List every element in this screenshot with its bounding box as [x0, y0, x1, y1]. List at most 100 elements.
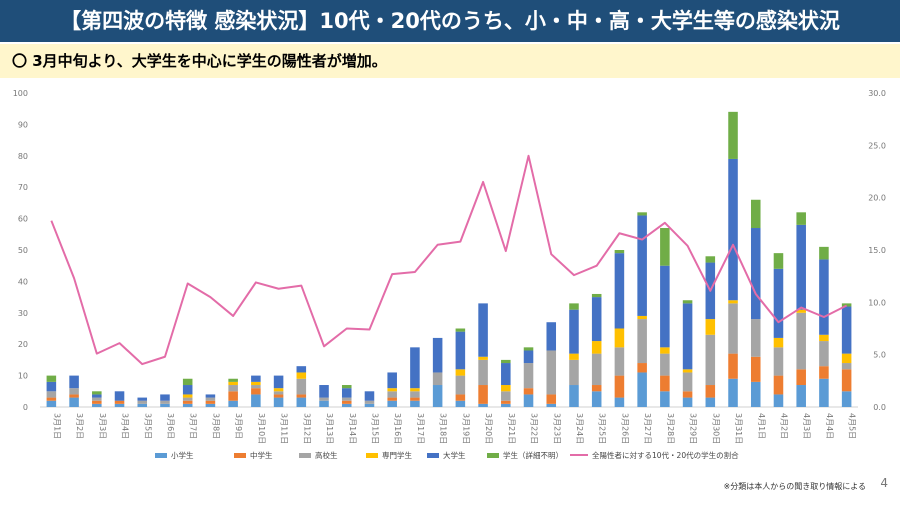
bar-segment: [591, 341, 602, 354]
bar-segment: [364, 391, 375, 401]
legend-swatch: [366, 453, 378, 458]
bar-segment: [705, 256, 716, 263]
x-tick-label: 3月7日: [189, 413, 198, 439]
bar-segment: [501, 400, 511, 404]
bar-segment: [114, 400, 125, 404]
x-tick-label: 3月31日: [734, 413, 743, 444]
y-left-tick-label: 30: [18, 309, 28, 318]
bar-segment: [296, 372, 307, 379]
bar-segment: [819, 378, 829, 407]
bar-segment: [228, 400, 238, 407]
bar-segment: [569, 359, 579, 386]
x-tick-label: 3月16日: [393, 413, 402, 444]
x-tick-label: 3月2日: [75, 413, 84, 439]
bar-segment: [819, 246, 829, 260]
bar-segment: [273, 388, 284, 392]
bar-segment: [773, 375, 784, 395]
y-right-tick-label: 25.0: [868, 141, 886, 150]
bar-segment: [614, 253, 625, 329]
bar-segment: [160, 394, 170, 401]
y-left-tick-label: 20: [18, 340, 28, 349]
bar-segment: [205, 400, 216, 404]
legend-label: 全陽性者に対する10代・20代の学生の割合: [592, 450, 739, 460]
bar-segment: [660, 265, 670, 348]
legend-swatch: [299, 453, 311, 458]
bar-segment: [364, 400, 375, 404]
x-tick-label: 3月1日: [52, 413, 61, 439]
bar-segment: [819, 334, 829, 342]
bar-segment: [455, 369, 466, 376]
y-left-tick-label: 90: [18, 120, 28, 129]
ratio-line: [50, 154, 848, 366]
bar-segment: [69, 394, 79, 398]
bar-segment: [796, 312, 806, 370]
x-tick-label: 3月23日: [552, 413, 561, 444]
bar-segment: [637, 319, 647, 364]
bar-segment: [387, 400, 397, 407]
bar-segment: [501, 363, 511, 386]
bar-segment: [705, 334, 716, 386]
bar-segment: [205, 397, 216, 401]
bar-segment: [182, 400, 193, 404]
legend-label: 小学生: [171, 450, 194, 460]
y-left-tick-label: 0: [23, 403, 28, 412]
bar-segment: [319, 397, 329, 401]
x-tick-label: 3月9日: [234, 413, 243, 439]
x-tick-label: 3月4日: [121, 413, 130, 439]
y-right-tick-label: 30.0: [868, 89, 886, 98]
legend-swatch: [155, 453, 167, 458]
bar-segment: [296, 366, 307, 373]
bar-segment: [660, 347, 670, 354]
y-left-tick-label: 40: [18, 277, 28, 286]
bar-segment: [319, 400, 329, 407]
legend-swatch: [427, 453, 439, 458]
bar-segment: [205, 403, 216, 407]
bar-segment: [841, 363, 852, 370]
bar-segment: [160, 400, 170, 404]
y-right-tick-label: 15.0: [868, 246, 886, 255]
x-tick-label: 3月30日: [711, 413, 720, 444]
legend-label: 高校生: [315, 450, 338, 460]
footnote: ※分類は本人からの聞き取り情報による: [723, 482, 866, 491]
x-tick-label: 3月6日: [166, 413, 175, 439]
y-right-tick-label: 10.0: [868, 298, 886, 307]
bar-segment: [523, 347, 534, 351]
bar-segment: [478, 359, 488, 386]
bar-segment: [569, 303, 579, 310]
bar-segment: [92, 391, 102, 395]
bar-segment: [637, 212, 647, 216]
x-tick-label: 3月3日: [98, 413, 107, 439]
x-tick-label: 4月3日: [802, 413, 811, 439]
bar-segment: [455, 375, 466, 395]
bar-segment: [228, 391, 238, 401]
bar-segment: [796, 212, 806, 225]
bar-segment: [591, 385, 602, 392]
x-tick-label: 3月29日: [689, 413, 698, 444]
bar-segment: [523, 388, 534, 395]
legend-label: 中学生: [250, 450, 273, 460]
bar-segment: [523, 394, 534, 407]
x-tick-label: 4月4日: [825, 413, 834, 439]
x-tick-label: 3月19日: [461, 413, 470, 444]
bar-segment: [228, 381, 238, 386]
x-tick-label: 3月10日: [257, 413, 266, 444]
y-left-tick-label: 100: [13, 89, 28, 98]
bar-segment: [296, 394, 307, 398]
bar-segment: [273, 375, 284, 389]
bar-segment: [773, 347, 784, 376]
bar-segment: [682, 391, 693, 398]
bar-segment: [137, 400, 148, 404]
bar-segment: [591, 293, 602, 298]
bar-segment: [478, 303, 488, 357]
bar-segment: [773, 337, 784, 348]
x-tick-label: 4月1日: [757, 413, 766, 439]
bar-segment: [660, 353, 670, 376]
bar-segment: [501, 403, 511, 407]
bar-segment: [796, 369, 806, 386]
bar-segment: [591, 391, 602, 407]
bar-segment: [523, 363, 534, 389]
bar-segment: [69, 388, 79, 395]
x-tick-label: 3月24日: [575, 413, 584, 444]
bar-segment: [682, 300, 693, 304]
x-tick-label: 3月22日: [530, 413, 539, 444]
